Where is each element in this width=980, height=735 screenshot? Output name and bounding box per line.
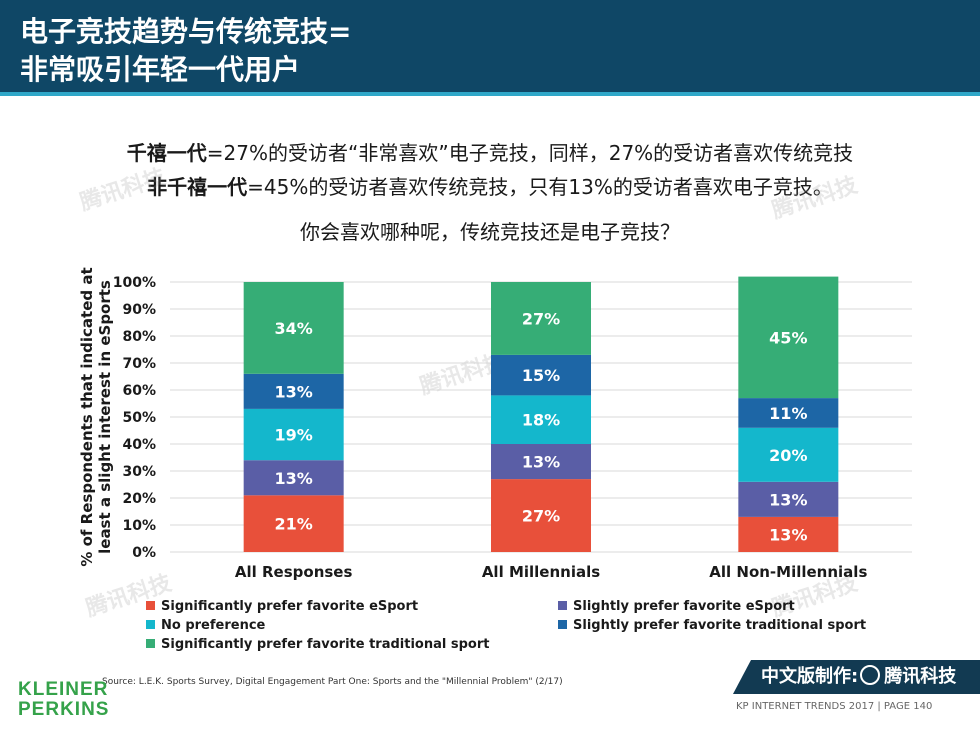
bar-segment [738, 276, 839, 399]
bar-data-label: 34% [275, 319, 313, 338]
bar-segment [491, 444, 591, 480]
bar-segment [243, 495, 344, 552]
legend-swatch [558, 620, 567, 629]
bar-data-label: 13% [769, 525, 807, 544]
legend-swatch [146, 601, 155, 610]
legend-item: Significantly prefer favorite eSport [146, 599, 418, 614]
bar-data-label: 27% [522, 507, 560, 526]
y-tick-label: 50% [122, 410, 156, 426]
legend-item: Significantly prefer favorite traditiona… [146, 637, 489, 652]
page-footer: KP INTERNET TRENDS 2017 | PAGE 140 [736, 701, 933, 712]
x-category-label: All Responses [235, 563, 353, 581]
bar-segment [491, 354, 591, 396]
y-axis-title-line: % of Respondents that indicated at [78, 267, 96, 566]
bar-segment [738, 398, 839, 428]
legend-label: Slightly prefer favorite traditional spo… [573, 618, 867, 633]
subtitle-line2-bold: 非千禧一代 [147, 175, 248, 199]
bar-segment [243, 408, 344, 461]
bar-data-label: 21% [275, 515, 313, 534]
y-tick-label: 90% [122, 302, 156, 318]
subtitle-line1-text: =27%的受访者“非常喜欢”电子竞技，同样，27%的受访者喜欢传统竞技 [206, 141, 854, 165]
bar-data-label: 45% [769, 328, 807, 347]
subtitle-line2-text: =45%的受访者喜欢传统竞技，只有13%的受访者喜欢电子竞技。 [247, 175, 833, 199]
bar-segment [243, 460, 344, 496]
y-tick-label: 20% [122, 491, 156, 507]
bar-segment [491, 479, 591, 552]
legend-item: No preference [146, 618, 265, 633]
bar-segment [491, 282, 591, 355]
y-axis-title-line: least a slight interest in eSports [96, 280, 114, 554]
bar-data-label: 20% [769, 446, 807, 465]
bar-segment [243, 282, 344, 374]
bar-segment [738, 516, 839, 552]
bar-segment [738, 481, 839, 517]
subtitle-line1: 千禧一代=27%的受访者“非常喜欢”电子竞技，同样，27%的受访者喜欢传统竞技 [0, 137, 980, 166]
tencent-logo-icon [860, 665, 881, 685]
subtitle-line2: 非千禧一代=45%的受访者喜欢传统竞技，只有13%的受访者喜欢电子竞技。 [0, 171, 980, 200]
chinese-edition-banner: 中文版制作: 腾讯科技 [733, 660, 980, 694]
page-title-line2: 非常吸引年轻一代用户 [20, 53, 301, 86]
header-bar [0, 0, 980, 92]
bar-data-label: 19% [275, 426, 313, 445]
y-tick-label: 70% [122, 356, 156, 372]
chart-question: 你会喜欢哪种呢，传统竞技还是电子竞技？ [300, 220, 680, 244]
stacked-bar-chart: 0% 10% 20% 30% 40% 50% 60% 70% 80% 90% 100% % of Re… [78, 267, 912, 581]
legend-label: Significantly prefer favorite traditiona… [161, 637, 490, 652]
bar-data-label: 11% [769, 404, 807, 423]
legend-swatch [146, 639, 155, 648]
bar-data-label: 27% [522, 309, 560, 328]
bar-data-label: 13% [522, 453, 560, 472]
x-category-label: All Millennials [482, 563, 600, 581]
legend-label: Slightly prefer favorite eSport [573, 599, 795, 614]
header-accent-stripe [0, 92, 980, 96]
bar-data-label: 18% [522, 411, 560, 430]
y-tick-label: 100% [113, 275, 156, 291]
legend-item: Slightly prefer favorite traditional spo… [558, 618, 866, 633]
bar-segment [738, 427, 839, 482]
y-tick-label: 80% [122, 329, 156, 345]
subtitle-line1-bold: 千禧一代 [126, 141, 207, 165]
legend-swatch [146, 620, 155, 629]
y-tick-label: 10% [122, 518, 156, 534]
bar-data-label: 13% [275, 469, 313, 488]
company-logo-line1: KLEINER [18, 679, 109, 700]
legend-label: Significantly prefer favorite eSport [161, 599, 419, 614]
banner-label: 中文版制作: [761, 666, 859, 687]
banner-brand: 腾讯科技 [884, 666, 957, 687]
bar-data-label: 13% [769, 490, 807, 509]
y-tick-label: 30% [122, 464, 156, 480]
y-tick-label: 40% [122, 437, 156, 453]
page-title-line1: 电子竞技趋势与传统竞技= [20, 15, 352, 48]
company-logo-line2: PERKINS [18, 699, 110, 720]
source-note: Source: L.E.K. Sports Survey, Digital En… [102, 677, 563, 687]
bar-segment [491, 395, 591, 444]
legend-label: No preference [161, 618, 266, 633]
y-tick-label: 60% [122, 383, 156, 399]
bar-data-label: 13% [275, 382, 313, 401]
y-tick-label: 0% [132, 545, 156, 561]
legend-swatch [558, 601, 567, 610]
bar-data-label: 15% [522, 366, 560, 385]
legend-item: Slightly prefer favorite eSport [558, 599, 795, 614]
x-category-label: All Non-Millennials [709, 563, 867, 581]
bar-segment [243, 373, 344, 409]
